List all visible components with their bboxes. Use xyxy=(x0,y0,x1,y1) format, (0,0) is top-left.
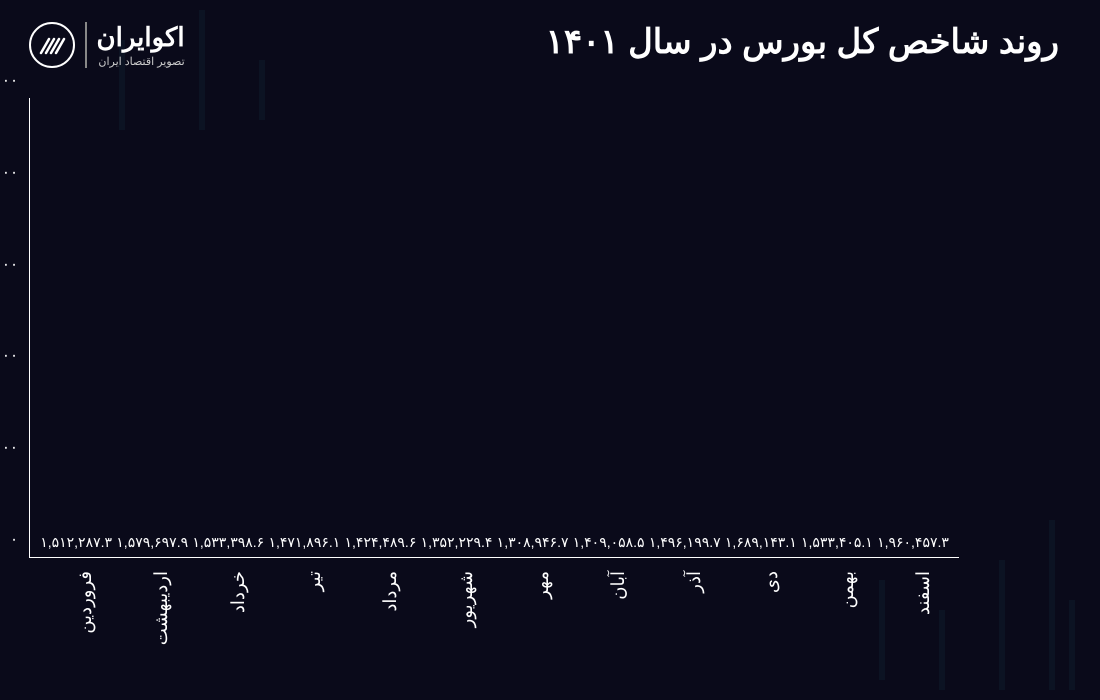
bar-chart: ۱,۵۱۲,۲۸۷.۳۱,۵۷۹,۶۹۷.۹۱,۵۳۳,۳۹۸.۶۱,۴۷۱,۸… xyxy=(30,98,1030,658)
bar-value-label: ۱,۶۸۹,۱۴۳.۱ xyxy=(726,534,798,551)
page-title: روند شاخص کل بورس در سال ۱۴۰۱ xyxy=(547,22,1060,62)
y-tick-label: ۲,۵۰۰,۰۰۰ xyxy=(0,71,19,89)
bar-value-label: ۱,۵۱۲,۲۸۷.۳ xyxy=(41,534,113,551)
y-tick-label: ۱,۰۰۰,۰۰۰ xyxy=(0,346,19,364)
x-tick-label: فروردین xyxy=(39,563,113,658)
x-tick-label: اردیبهشت xyxy=(115,563,189,658)
x-tick-label: شهریور xyxy=(420,563,494,658)
x-tick-label: خرداد xyxy=(192,563,266,658)
x-axis-labels: فروردیناردیبهشتخردادتیرمردادشهریورمهرآبا… xyxy=(30,563,960,658)
x-tick-label: آبان xyxy=(572,563,646,658)
bar-value-label: ۱,۵۷۹,۶۹۷.۹ xyxy=(117,534,189,551)
x-tick-label: تیر xyxy=(268,563,342,658)
logo: اکوایران تصویر اقتصاد ایران xyxy=(30,22,186,68)
x-tick-label: مهر xyxy=(496,563,570,658)
y-tick-label: ۰ xyxy=(11,530,19,548)
bar-value-label: ۱,۴۹۶,۱۹۹.۷ xyxy=(650,534,722,551)
y-tick-label: ۲,۰۰۰,۰۰۰ xyxy=(0,163,19,181)
logo-subtitle: تصویر اقتصاد ایران xyxy=(98,55,186,68)
x-tick-label: اسفند xyxy=(877,563,951,658)
x-tick-label: بهمن xyxy=(801,563,875,658)
logo-name: اکوایران xyxy=(98,22,186,53)
bars-container: ۱,۵۱۲,۲۸۷.۳۱,۵۷۹,۶۹۷.۹۱,۵۳۳,۳۹۸.۶۱,۴۷۱,۸… xyxy=(31,98,960,557)
y-tick-label: ۵۰۰,۰۰۰ xyxy=(0,438,19,456)
y-tick-label: ۱,۵۰۰,۰۰۰ xyxy=(0,255,19,273)
bar-value-label: ۱,۳۵۲,۲۲۹.۴ xyxy=(422,534,494,551)
bar-value-label: ۱,۳۰۸,۹۴۶.۷ xyxy=(498,534,570,551)
plot-area: ۱,۵۱۲,۲۸۷.۳۱,۵۷۹,۶۹۷.۹۱,۵۳۳,۳۹۸.۶۱,۴۷۱,۸… xyxy=(30,98,960,558)
bar-value-label: ۱,۴۰۹,۰۵۸.۵ xyxy=(574,534,646,551)
logo-divider xyxy=(86,22,88,68)
x-tick-label: مرداد xyxy=(344,563,418,658)
logo-icon xyxy=(30,22,76,68)
bar-value-label: ۱,۵۳۳,۳۹۸.۶ xyxy=(193,534,265,551)
bar-value-label: ۱,۴۲۴,۴۸۹.۶ xyxy=(346,534,418,551)
bar-value-label: ۱,۹۶۰,۴۵۷.۳ xyxy=(878,534,950,551)
header: روند شاخص کل بورس در سال ۱۴۰۱ اکوایران ت… xyxy=(0,0,1100,68)
x-tick-label: آذر xyxy=(648,563,722,658)
bar-value-label: ۱,۵۳۳,۴۰۵.۱ xyxy=(802,534,874,551)
x-tick-label: دی xyxy=(725,563,799,658)
bar-value-label: ۱,۴۷۱,۸۹۶.۱ xyxy=(269,534,341,551)
